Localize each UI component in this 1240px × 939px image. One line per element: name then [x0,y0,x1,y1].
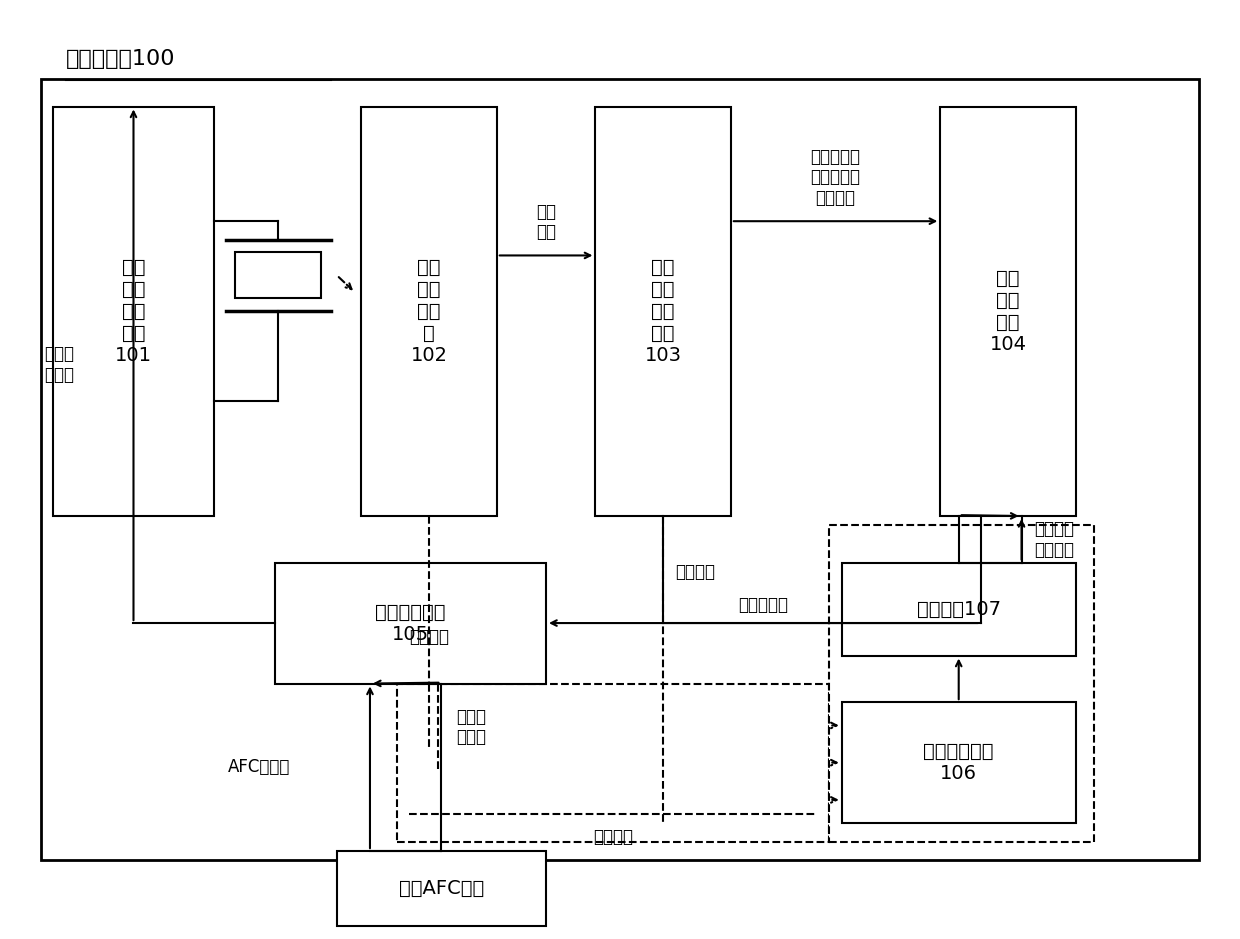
Text: 温度
传感
器单
元
102: 温度 传感 器单 元 102 [410,258,448,364]
Bar [830,525,1094,841]
Bar [236,252,321,299]
Bar [940,106,1076,516]
Text: 温度频率
曲线系数: 温度频率 曲线系数 [1034,520,1074,559]
Bar [842,702,1076,824]
Text: 相对
温度
计算
单元
103: 相对 温度 计算 单元 103 [645,258,682,364]
Text: 样本获取单元
106: 样本获取单元 106 [924,742,994,783]
Bar [397,684,830,841]
Text: 温度
补偿
单元
104: 温度 补偿 单元 104 [990,269,1027,354]
Text: 跟踪频率: 跟踪频率 [593,828,634,846]
Text: 晶体振荡器100: 晶体振荡器100 [66,50,175,69]
Bar [337,851,546,926]
Text: AFC控制值: AFC控制值 [228,759,290,777]
Bar [53,106,213,516]
Text: 温度差值: 温度差值 [676,562,715,581]
Text: 测量
温度: 测量 温度 [536,203,556,241]
Text: 校准单元107: 校准单元107 [916,600,1001,619]
Text: 频率控
制信号: 频率控 制信号 [456,708,486,747]
Bar [361,106,497,516]
Bar [275,562,546,684]
Bar [595,106,730,516]
Text: 测量温度与
基准温度的
温度差值: 测量温度与 基准温度的 温度差值 [811,147,861,208]
Text: 晶体
振荡
电路
单元
101: 晶体 振荡 电路 单元 101 [115,258,153,364]
Text: 振荡控制单元
105: 振荡控制单元 105 [376,603,446,643]
Bar [842,562,1076,655]
Text: 温度补偿值: 温度补偿值 [739,595,789,614]
Bar [41,79,1199,860]
Text: 通信AFC装置: 通信AFC装置 [399,879,484,898]
Text: 频率控
制信号: 频率控 制信号 [45,346,74,384]
Text: 测量温度: 测量温度 [409,628,449,646]
